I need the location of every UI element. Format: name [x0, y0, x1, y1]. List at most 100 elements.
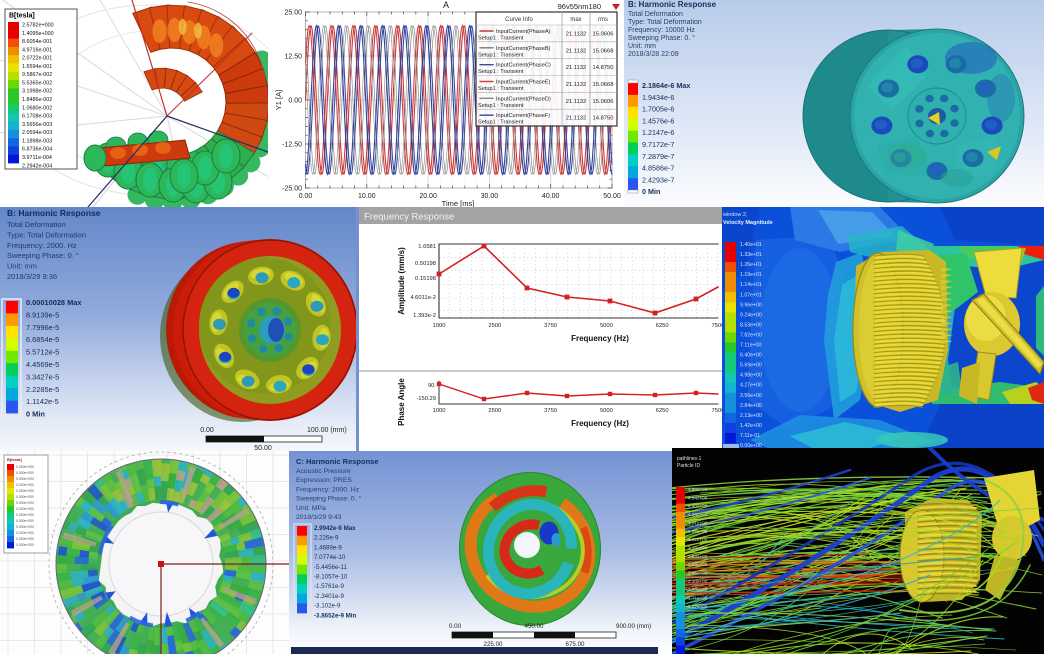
svg-text:14.8750: 14.8750	[593, 65, 614, 71]
svg-text:1.2147e-6: 1.2147e-6	[642, 128, 674, 137]
svg-text:90.: 90.	[428, 383, 436, 389]
svg-text:Type: Total Deformation: Type: Total Deformation	[628, 19, 702, 26]
svg-text:Y1 [A]: Y1 [A]	[274, 90, 283, 110]
svg-text:-3.102e-9: -3.102e-9	[314, 603, 341, 610]
svg-text:2.84e+00: 2.84e+00	[740, 403, 762, 409]
svg-text:3.5656e-003: 3.5656e-003	[22, 122, 52, 128]
svg-text:3750: 3750	[544, 408, 557, 414]
svg-text:Sweeping Phase: 0. °: Sweeping Phase: 0. °	[7, 251, 79, 260]
svg-text:Setup1 : Transient: Setup1 : Transient	[478, 69, 524, 75]
svg-text:0.000e+000: 0.000e+000	[16, 495, 34, 499]
svg-text:9.7172e-7: 9.7172e-7	[642, 140, 674, 149]
svg-text:900.00 (mm): 900.00 (mm)	[616, 623, 651, 630]
svg-text:InputCurrent(PhaseB): InputCurrent(PhaseB)	[496, 46, 551, 52]
svg-text:Setup1 : Transient: Setup1 : Transient	[478, 52, 524, 58]
svg-text:21.1132: 21.1132	[566, 48, 587, 54]
svg-text:7500: 7500	[712, 323, 725, 329]
svg-text:0.000e+000: 0.000e+000	[16, 477, 34, 481]
svg-text:1.40e+01: 1.40e+01	[740, 242, 762, 248]
svg-text:6250: 6250	[656, 323, 669, 329]
svg-text:Setup1 : Transient: Setup1 : Transient	[478, 120, 524, 126]
svg-text:7.7996e-5: 7.7996e-5	[26, 323, 59, 332]
svg-text:7.2879e-7: 7.2879e-7	[642, 152, 674, 161]
svg-text:InputCurrent(PhaseD): InputCurrent(PhaseD)	[496, 96, 551, 102]
svg-text:2.2285e-5: 2.2285e-5	[26, 385, 59, 394]
svg-text:0.000e+000: 0.000e+000	[16, 471, 34, 475]
svg-text:1.4576e-6: 1.4576e-6	[642, 116, 674, 125]
svg-text:Amplitude (mm/s): Amplitude (mm/s)	[397, 247, 406, 315]
svg-text:1.14e+01: 1.14e+01	[740, 282, 762, 288]
svg-text:6.40e+00: 6.40e+00	[740, 353, 762, 359]
svg-text:-1.5761e-9: -1.5761e-9	[314, 583, 344, 590]
svg-text:40.00: 40.00	[542, 193, 560, 200]
svg-text:4.4569e-5: 4.4569e-5	[26, 360, 59, 369]
svg-text:21.1132: 21.1132	[566, 65, 587, 71]
svg-text:4.6011e-2: 4.6011e-2	[410, 295, 436, 301]
svg-text:0.000e+000: 0.000e+000	[16, 537, 34, 541]
svg-text:96v55nm180: 96v55nm180	[558, 2, 601, 11]
svg-text:50.00: 50.00	[603, 193, 621, 200]
svg-text:0.000e+000: 0.000e+000	[16, 531, 34, 535]
svg-text:A: A	[443, 0, 449, 10]
svg-text:4.98e+00: 4.98e+00	[740, 373, 762, 379]
svg-text:9.96e+00: 9.96e+00	[740, 302, 762, 308]
svg-text:8.6054e-001: 8.6054e-001	[22, 39, 52, 45]
svg-text:7.82e+00: 7.82e+00	[740, 332, 762, 338]
svg-text:Frequency: 10000 Hz: Frequency: 10000 Hz	[628, 27, 695, 34]
svg-text:1.6581: 1.6581	[418, 244, 436, 250]
svg-text:-2.3401e-9: -2.3401e-9	[314, 593, 344, 600]
svg-text:21.1132: 21.1132	[566, 99, 587, 105]
svg-text:0.000e+000: 0.000e+000	[16, 513, 34, 517]
svg-text:15.0668: 15.0668	[593, 48, 614, 54]
svg-text:0.000e+000: 0.000e+000	[16, 465, 34, 469]
svg-text:Particle ID: Particle ID	[677, 463, 700, 469]
svg-text:C: Harmonic Response: C: Harmonic Response	[296, 457, 379, 466]
svg-text:21.1132: 21.1132	[566, 116, 587, 122]
svg-text:1.4095e+000: 1.4095e+000	[22, 31, 54, 37]
svg-text:4.27e+00: 4.27e+00	[740, 383, 762, 389]
svg-text:Type: Total Deformation: Type: Total Deformation	[7, 230, 86, 239]
svg-text:2.13e+00: 2.13e+00	[740, 413, 762, 419]
svg-text:1000: 1000	[433, 408, 446, 414]
svg-text:InputCurrent(PhaseF): InputCurrent(PhaseF)	[496, 113, 550, 119]
svg-text:pathlines-1: pathlines-1	[677, 456, 702, 462]
svg-text:2.20e+00: 2.20e+00	[688, 579, 708, 584]
svg-text:Frequency (Hz): Frequency (Hz)	[571, 334, 629, 343]
svg-text:0 Min: 0 Min	[26, 410, 45, 419]
svg-text:Frequency: 2000. Hz: Frequency: 2000. Hz	[7, 241, 77, 250]
svg-text:3750: 3750	[544, 323, 557, 329]
svg-text:6.6854e-5: 6.6854e-5	[26, 335, 59, 344]
svg-text:6250: 6250	[656, 408, 669, 414]
svg-text:1.26e+01: 1.26e+01	[740, 262, 762, 268]
svg-text:-12.50: -12.50	[282, 142, 302, 149]
svg-text:0.00: 0.00	[200, 427, 214, 434]
svg-text:2.226e-9: 2.226e-9	[314, 535, 339, 542]
svg-text:Frequency Response: Frequency Response	[364, 212, 454, 223]
svg-text:Total Deformation: Total Deformation	[7, 220, 66, 229]
svg-text:Sweeping Phase: 0. °: Sweeping Phase: 0. °	[296, 495, 361, 503]
svg-text:2.5782e+000: 2.5782e+000	[22, 23, 54, 29]
svg-text:0.00: 0.00	[299, 193, 313, 200]
svg-text:4.9716e-001: 4.9716e-001	[22, 47, 52, 53]
svg-text:-3.8652e-9 Min: -3.8652e-9 Min	[314, 612, 357, 619]
svg-text:window 2,: window 2,	[722, 212, 748, 218]
svg-text:B: Harmonic Response: B: Harmonic Response	[628, 0, 717, 9]
svg-text:0.00010028 Max: 0.00010028 Max	[26, 298, 82, 307]
svg-text:0 Min: 0 Min	[642, 187, 660, 196]
svg-text:Acoustic Pressure: Acoustic Pressure	[296, 468, 351, 475]
svg-text:max: max	[570, 17, 581, 23]
svg-text:InputCurrent(PhaseC): InputCurrent(PhaseC)	[496, 63, 551, 69]
svg-text:3.1998e-002: 3.1998e-002	[22, 89, 52, 95]
svg-text:B[tesla]: B[tesla]	[7, 457, 22, 462]
svg-text:2.2942e-004: 2.2942e-004	[22, 163, 52, 169]
svg-text:450.00: 450.00	[525, 623, 544, 630]
svg-text:2.93e+00: 2.93e+00	[688, 554, 708, 559]
svg-text:Frequency: 2000. Hz: Frequency: 2000. Hz	[296, 486, 360, 493]
svg-text:Setup1 : Transient: Setup1 : Transient	[478, 86, 524, 92]
svg-text:1.07e+01: 1.07e+01	[740, 292, 762, 298]
svg-text:4.89e+00: 4.89e+00	[688, 487, 708, 492]
svg-text:30.00: 30.00	[481, 193, 499, 200]
svg-text:1.19e+01: 1.19e+01	[740, 272, 762, 278]
svg-text:3.9711e-004: 3.9711e-004	[22, 155, 52, 161]
svg-text:9.24e+00: 9.24e+00	[740, 312, 762, 318]
